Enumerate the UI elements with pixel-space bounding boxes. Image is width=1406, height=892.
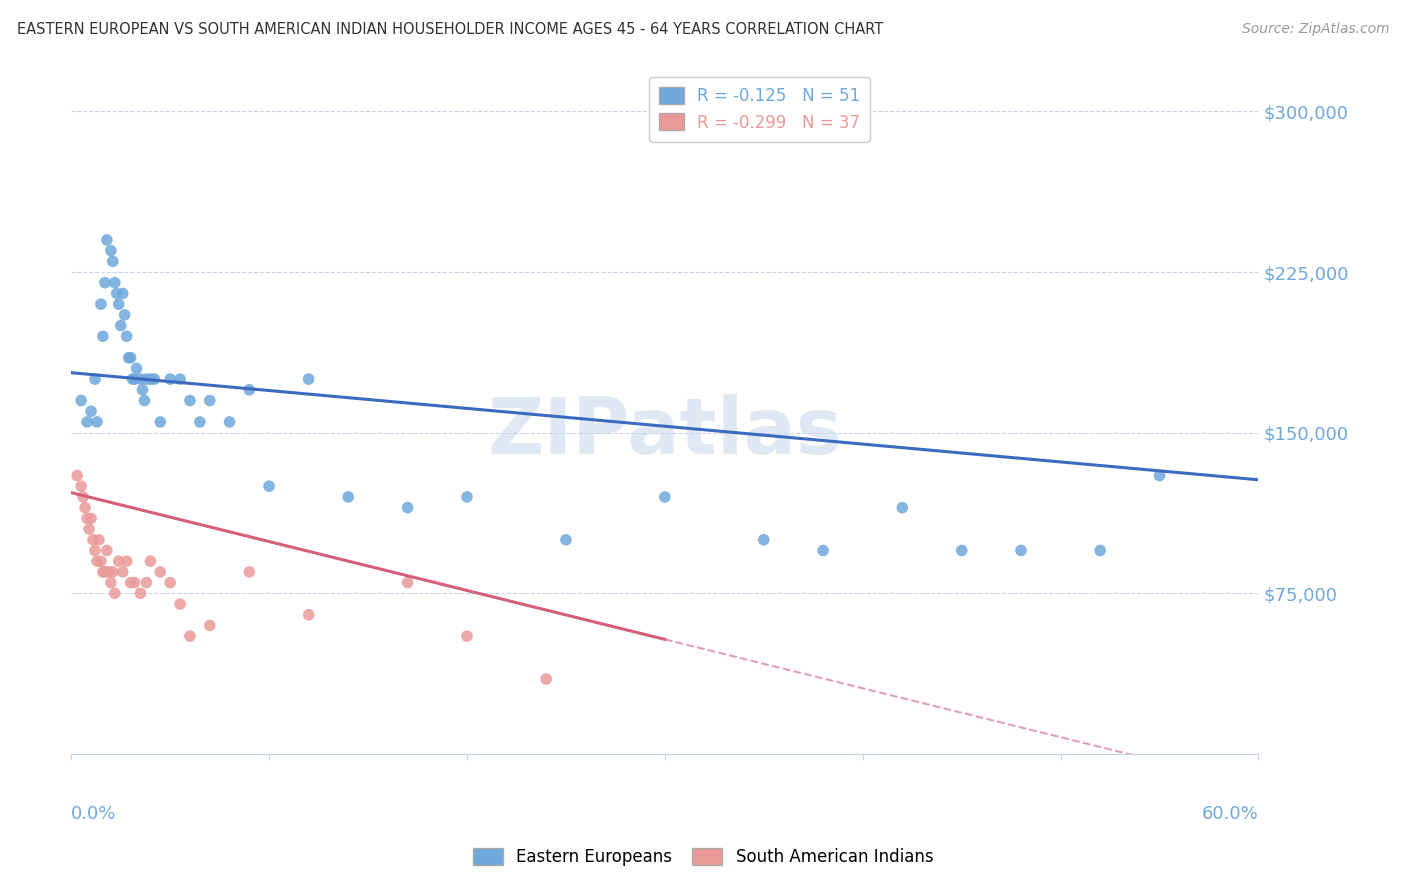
Point xyxy=(107,554,129,568)
Point xyxy=(94,276,117,290)
Text: 60.0%: 60.0% xyxy=(1202,805,1258,823)
Point xyxy=(124,372,146,386)
Point xyxy=(75,500,97,515)
Point xyxy=(111,286,134,301)
Point xyxy=(72,490,94,504)
Point xyxy=(80,404,103,418)
Text: Source: ZipAtlas.com: Source: ZipAtlas.com xyxy=(1241,22,1389,37)
Point xyxy=(96,543,118,558)
Point xyxy=(159,372,181,386)
Point xyxy=(100,575,122,590)
Point xyxy=(86,415,108,429)
Point xyxy=(143,372,166,386)
Text: 0.0%: 0.0% xyxy=(72,805,117,823)
Point xyxy=(77,522,100,536)
Point xyxy=(179,629,201,643)
Point xyxy=(149,415,172,429)
Point xyxy=(96,233,118,247)
Point xyxy=(70,393,93,408)
Point xyxy=(456,629,478,643)
Point xyxy=(1149,468,1171,483)
Point xyxy=(104,276,127,290)
Point xyxy=(91,329,114,343)
Point xyxy=(654,490,676,504)
Point xyxy=(115,329,138,343)
Point xyxy=(135,372,157,386)
Point xyxy=(87,533,110,547)
Point xyxy=(110,318,132,333)
Point xyxy=(298,607,321,622)
Point xyxy=(149,565,172,579)
Point xyxy=(90,297,112,311)
Point xyxy=(135,575,157,590)
Point xyxy=(337,490,360,504)
Point xyxy=(66,468,89,483)
Point xyxy=(134,393,156,408)
Point xyxy=(534,672,557,686)
Point xyxy=(169,372,191,386)
Point xyxy=(80,511,103,525)
Point xyxy=(554,533,576,547)
Point xyxy=(1010,543,1032,558)
Point xyxy=(238,383,260,397)
Point xyxy=(124,575,146,590)
Point xyxy=(188,415,211,429)
Point xyxy=(752,533,775,547)
Point xyxy=(139,554,162,568)
Point xyxy=(105,286,128,301)
Point xyxy=(950,543,973,558)
Point xyxy=(115,554,138,568)
Point xyxy=(82,533,104,547)
Point xyxy=(159,575,181,590)
Point xyxy=(90,554,112,568)
Point xyxy=(101,565,124,579)
Point xyxy=(891,500,914,515)
Point xyxy=(100,244,122,258)
Point xyxy=(91,565,114,579)
Point xyxy=(84,543,107,558)
Point xyxy=(131,383,153,397)
Point xyxy=(129,372,152,386)
Point xyxy=(84,372,107,386)
Point xyxy=(218,415,240,429)
Point xyxy=(117,351,139,365)
Point xyxy=(94,565,117,579)
Legend: R = -0.125   N = 51, R = -0.299   N = 37: R = -0.125 N = 51, R = -0.299 N = 37 xyxy=(648,77,870,142)
Point xyxy=(298,372,321,386)
Point xyxy=(120,575,142,590)
Point xyxy=(456,490,478,504)
Point xyxy=(396,500,419,515)
Point xyxy=(125,361,148,376)
Point xyxy=(114,308,136,322)
Point xyxy=(238,565,260,579)
Point xyxy=(1088,543,1111,558)
Text: ZIPatlas: ZIPatlas xyxy=(488,393,842,470)
Point xyxy=(121,372,143,386)
Text: EASTERN EUROPEAN VS SOUTH AMERICAN INDIAN HOUSEHOLDER INCOME AGES 45 - 64 YEARS : EASTERN EUROPEAN VS SOUTH AMERICAN INDIA… xyxy=(17,22,883,37)
Point xyxy=(120,351,142,365)
Point xyxy=(76,511,98,525)
Point xyxy=(107,297,129,311)
Point xyxy=(179,393,201,408)
Point xyxy=(811,543,834,558)
Point xyxy=(111,565,134,579)
Point xyxy=(198,393,221,408)
Legend: Eastern Europeans, South American Indians: Eastern Europeans, South American Indian… xyxy=(464,840,942,875)
Point xyxy=(101,254,124,268)
Point xyxy=(169,597,191,611)
Point xyxy=(97,565,120,579)
Point xyxy=(76,415,98,429)
Point xyxy=(139,372,162,386)
Point xyxy=(70,479,93,493)
Point xyxy=(396,575,419,590)
Point xyxy=(129,586,152,600)
Point xyxy=(198,618,221,632)
Point xyxy=(104,586,127,600)
Point xyxy=(86,554,108,568)
Point xyxy=(257,479,280,493)
